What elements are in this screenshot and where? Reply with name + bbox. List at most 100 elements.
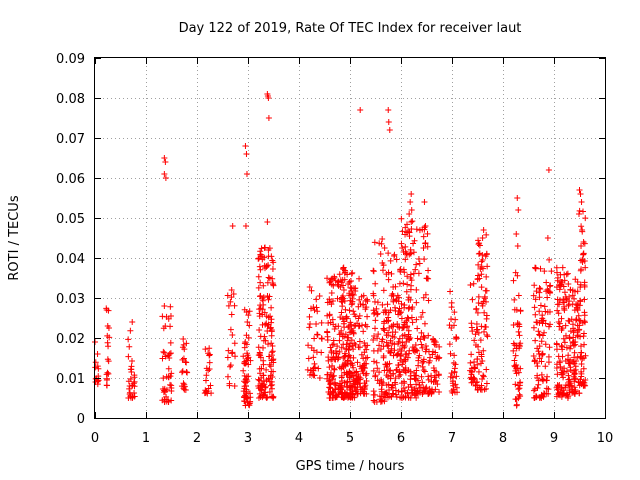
data-point <box>340 316 347 323</box>
data-point <box>421 334 428 341</box>
data-point <box>245 354 252 361</box>
data-point <box>381 327 388 334</box>
data-point <box>546 256 553 263</box>
data-point <box>309 371 316 378</box>
data-point <box>310 347 317 354</box>
data-point <box>125 336 132 343</box>
data-point <box>579 259 586 265</box>
data-point <box>166 350 173 357</box>
data-point <box>269 279 276 286</box>
data-point <box>400 384 407 391</box>
data-point <box>483 366 490 373</box>
data-point <box>269 257 276 264</box>
data-point <box>265 353 272 360</box>
data-point <box>363 346 370 353</box>
data-point <box>265 95 272 101</box>
data-point <box>512 363 519 370</box>
data-point <box>556 390 563 397</box>
data-point <box>260 357 267 364</box>
data-point <box>416 352 423 359</box>
data-point <box>512 381 519 388</box>
data-point <box>257 279 264 286</box>
data-point <box>398 215 405 222</box>
data-point <box>243 332 250 339</box>
data-point <box>400 280 407 287</box>
data-point <box>545 386 552 393</box>
data-point <box>417 336 424 343</box>
data-point <box>415 362 422 369</box>
data-point <box>384 367 391 374</box>
data-point <box>328 290 335 297</box>
data-point <box>404 314 411 321</box>
data-point <box>257 393 264 400</box>
data-point <box>103 307 110 313</box>
data-point <box>544 294 551 301</box>
data-point <box>338 344 345 351</box>
data-point <box>373 305 380 312</box>
data-point <box>567 380 574 387</box>
data-point <box>429 351 436 358</box>
data-point <box>478 271 485 278</box>
data-point <box>243 388 250 395</box>
data-point <box>532 264 539 271</box>
data-point <box>358 365 365 372</box>
data-point <box>515 386 522 393</box>
data-point <box>360 328 367 335</box>
data-point <box>371 239 378 246</box>
data-point <box>579 227 586 233</box>
data-point <box>400 266 407 273</box>
data-point <box>479 257 486 264</box>
data-point <box>312 364 319 371</box>
data-point <box>342 360 349 367</box>
data-point <box>481 309 488 316</box>
data-point <box>387 349 394 356</box>
data-point <box>267 382 274 389</box>
data-point <box>360 362 367 369</box>
data-point <box>516 391 523 398</box>
data-point <box>390 323 397 330</box>
data-point <box>515 292 522 299</box>
data-point <box>377 346 384 353</box>
data-point <box>545 359 552 366</box>
data-point <box>346 290 353 297</box>
data-point <box>227 363 234 370</box>
data-point <box>269 348 276 355</box>
data-point <box>376 380 383 387</box>
data-point <box>180 336 187 343</box>
data-point <box>180 355 187 362</box>
chart-title: Day 122 of 2019, Rate Of TEC Index for r… <box>179 21 522 36</box>
data-point <box>538 338 545 345</box>
data-point <box>516 323 523 330</box>
data-point <box>240 367 247 374</box>
data-point <box>399 228 406 235</box>
data-point <box>577 191 584 197</box>
data-point <box>472 331 479 338</box>
data-point <box>515 207 522 213</box>
data-point <box>205 350 212 357</box>
data-point <box>341 324 348 331</box>
data-point <box>353 377 360 384</box>
data-point <box>468 320 475 327</box>
data-point <box>514 272 521 279</box>
data-point <box>532 311 539 318</box>
data-point <box>127 376 134 383</box>
data-point <box>344 334 351 341</box>
data-point <box>559 343 566 350</box>
data-point <box>578 349 585 356</box>
data-point <box>383 390 390 397</box>
data-point <box>559 367 566 374</box>
data-point <box>363 370 370 377</box>
data-point <box>318 335 325 342</box>
data-point <box>184 369 191 376</box>
data-point <box>436 343 443 350</box>
data-point <box>447 350 454 357</box>
data-point <box>94 363 101 370</box>
data-point <box>380 262 387 269</box>
data-point <box>398 300 405 307</box>
data-point <box>403 317 410 324</box>
data-point <box>536 331 543 338</box>
data-point <box>402 356 409 363</box>
data-point <box>160 375 167 382</box>
data-point <box>419 309 426 316</box>
data-point <box>564 270 571 277</box>
